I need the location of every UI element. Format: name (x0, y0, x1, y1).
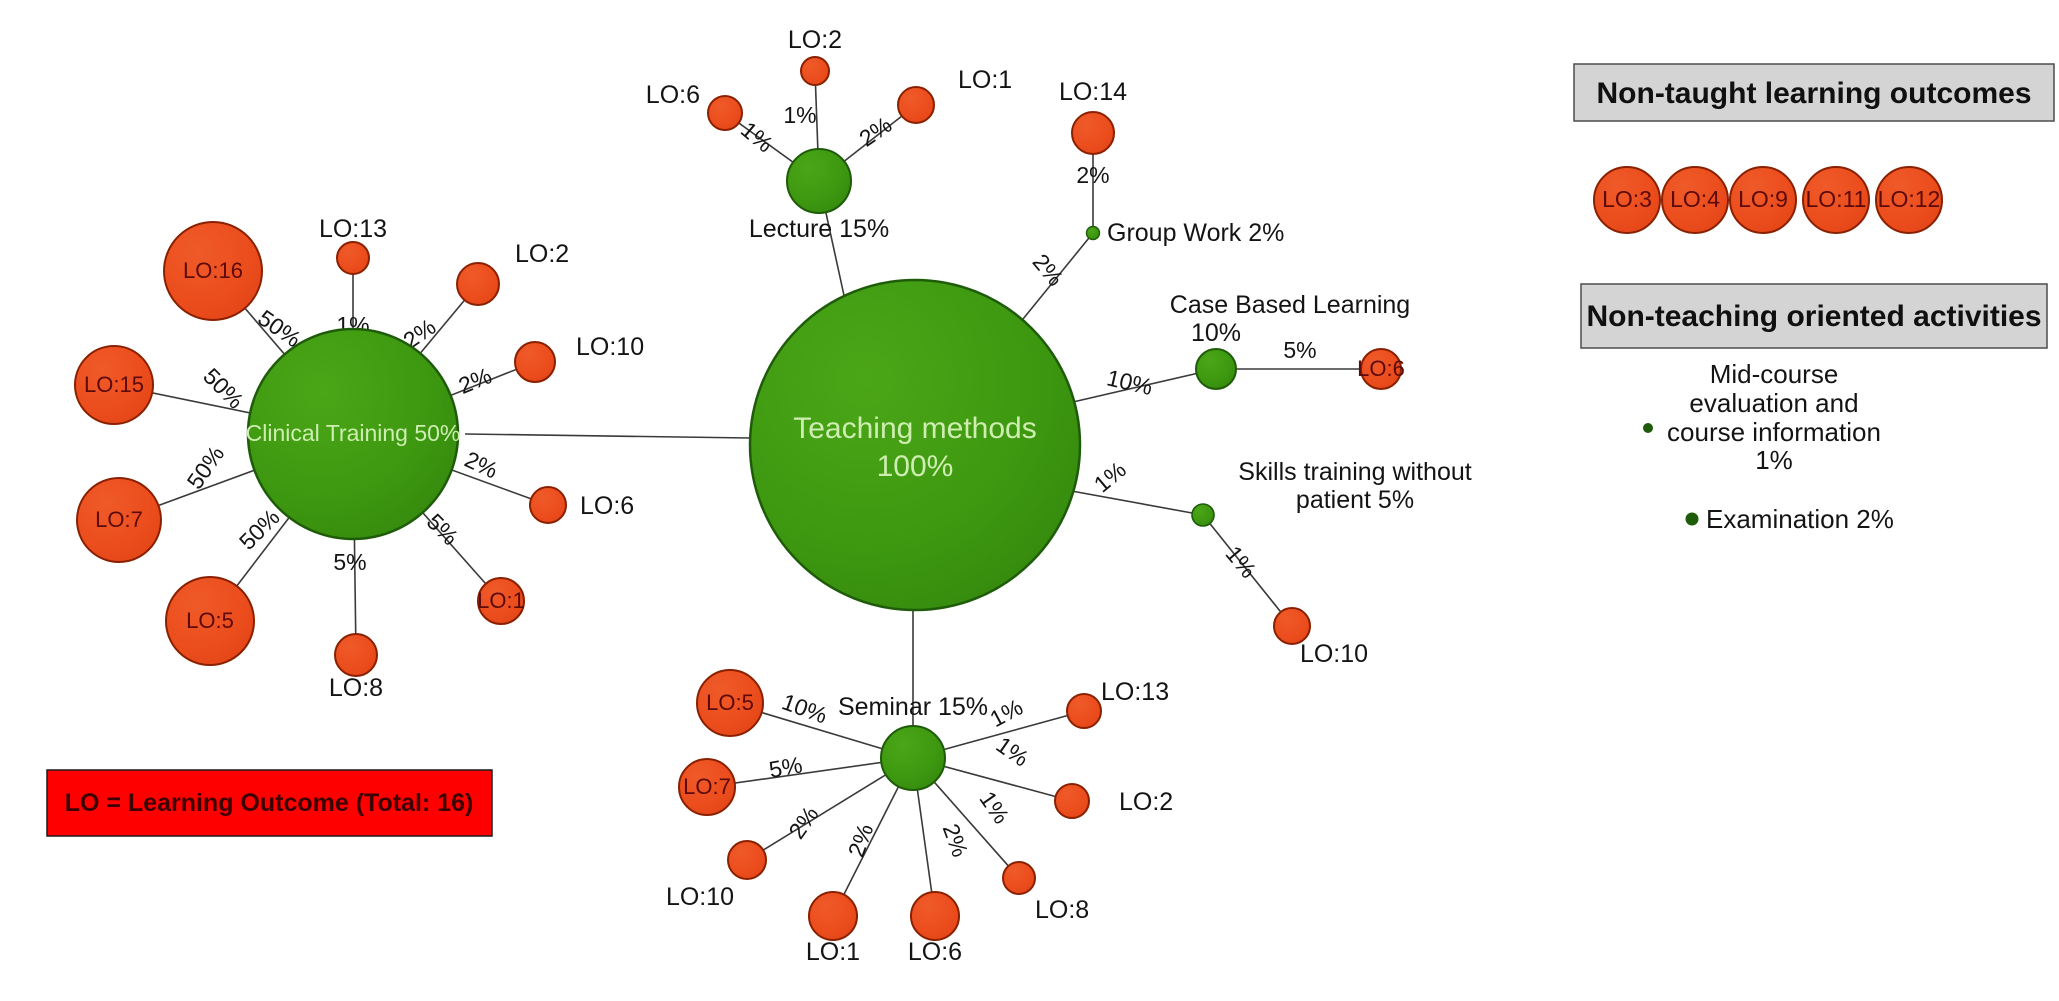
svg-text:1%: 1% (992, 731, 1034, 771)
svg-text:Skills training without: Skills training without (1238, 458, 1471, 486)
svg-text:2%: 2% (843, 820, 879, 860)
svg-text:5%: 5% (1283, 337, 1316, 363)
svg-text:patient 5%: patient 5% (1296, 486, 1414, 514)
svg-text:LO:5: LO:5 (706, 690, 754, 715)
svg-text:1%: 1% (736, 116, 778, 157)
svg-text:LO:13: LO:13 (319, 215, 387, 243)
svg-text:LO:7: LO:7 (95, 507, 143, 532)
svg-text:Mid-course: Mid-course (1710, 359, 1839, 389)
svg-text:LO:2: LO:2 (1119, 788, 1173, 816)
svg-text:LO:6: LO:6 (1357, 356, 1405, 381)
svg-text:LO:5: LO:5 (186, 608, 234, 633)
svg-text:5%: 5% (333, 549, 366, 575)
svg-text:5%: 5% (422, 508, 464, 550)
svg-text:Non-teaching oriented activiti: Non-teaching oriented activities (1586, 300, 2041, 333)
svg-text:1%: 1% (985, 694, 1027, 733)
svg-text:LO:10: LO:10 (576, 333, 644, 361)
svg-text:LO:12: LO:12 (1878, 186, 1941, 212)
svg-text:100%: 100% (877, 450, 954, 483)
svg-text:5%: 5% (767, 751, 804, 782)
svg-text:50%: 50% (198, 363, 249, 414)
svg-text:50%: 50% (234, 504, 285, 555)
svg-text:Teaching methods: Teaching methods (793, 412, 1037, 445)
svg-text:LO:2: LO:2 (788, 26, 842, 54)
svg-text:course information: course information (1667, 417, 1881, 447)
svg-text:LO:16: LO:16 (183, 258, 243, 283)
svg-text:LO:13: LO:13 (1101, 678, 1169, 706)
svg-text:LO:1: LO:1 (958, 66, 1012, 94)
svg-text:LO:9: LO:9 (1738, 186, 1788, 212)
svg-text:2%: 2% (455, 362, 496, 399)
svg-text:2%: 2% (783, 801, 823, 843)
svg-text:LO:7: LO:7 (683, 774, 731, 799)
svg-text:10%: 10% (1104, 364, 1155, 400)
svg-text:LO = Learning Outcome (Total:: LO = Learning Outcome (Total: 16) (65, 789, 474, 817)
svg-text:1%: 1% (783, 102, 816, 128)
svg-text:10%: 10% (779, 688, 831, 728)
svg-text:LO:11: LO:11 (1806, 186, 1867, 212)
svg-text:2%: 2% (1027, 249, 1068, 291)
svg-text:2%: 2% (938, 820, 974, 860)
svg-text:LO:14: LO:14 (1059, 78, 1127, 106)
svg-text:LO:6: LO:6 (646, 81, 700, 109)
svg-text:1%: 1% (1089, 456, 1131, 497)
svg-text:Seminar 15%: Seminar 15% (838, 693, 988, 721)
svg-text:LO:8: LO:8 (1035, 896, 1089, 924)
svg-text:LO:2: LO:2 (515, 240, 569, 268)
svg-text:2%: 2% (461, 446, 502, 484)
svg-text:1%: 1% (1220, 541, 1261, 583)
svg-text:LO:10: LO:10 (1300, 640, 1368, 668)
svg-text:10%: 10% (1191, 319, 1241, 347)
svg-text:1%: 1% (1755, 445, 1793, 475)
svg-text:Lecture 15%: Lecture 15% (749, 215, 889, 243)
svg-text:Case Based Learning: Case Based Learning (1170, 291, 1410, 319)
svg-text:LO:15: LO:15 (84, 372, 144, 397)
svg-text:evaluation and: evaluation and (1689, 388, 1858, 418)
svg-text:Examination 2%: Examination 2% (1706, 504, 1894, 534)
svg-text:50%: 50% (182, 441, 230, 494)
svg-text:LO:8: LO:8 (329, 674, 383, 702)
svg-text:LO:4: LO:4 (1670, 186, 1720, 212)
svg-text:2%: 2% (1076, 162, 1109, 188)
svg-text:LO:6: LO:6 (908, 938, 962, 966)
svg-text:1%: 1% (974, 786, 1014, 828)
svg-text:Non-taught learning outcomes: Non-taught learning outcomes (1597, 77, 2032, 110)
svg-text:LO:6: LO:6 (580, 492, 634, 520)
svg-text:LO:1: LO:1 (477, 588, 525, 613)
svg-text:LO:10: LO:10 (666, 883, 734, 911)
svg-text:Clinical Training 50%: Clinical Training 50% (246, 420, 461, 446)
svg-text:LO:1: LO:1 (806, 938, 860, 966)
svg-text:Group Work 2%: Group Work 2% (1107, 219, 1284, 247)
svg-text:LO:3: LO:3 (1602, 186, 1652, 212)
svg-text:2%: 2% (854, 111, 896, 151)
